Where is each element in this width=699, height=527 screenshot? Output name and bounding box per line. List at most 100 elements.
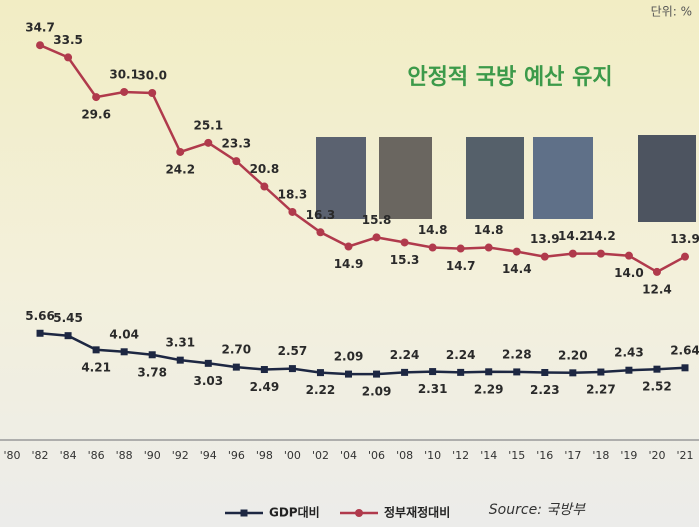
point — [652, 267, 661, 276]
legend-label: GDP대비 — [269, 505, 320, 520]
x-tick-label: '82 — [32, 449, 49, 462]
data-label: 2.29 — [474, 382, 504, 396]
x-tick-label: '02 — [312, 449, 329, 462]
point — [569, 369, 577, 377]
point — [120, 348, 128, 356]
source: Source: 국방부 — [489, 502, 586, 518]
photo — [466, 137, 524, 219]
point — [512, 247, 521, 256]
point — [148, 351, 156, 359]
point — [513, 368, 521, 376]
point — [568, 249, 577, 258]
legend-marker — [240, 509, 248, 517]
data-label: 14.8 — [418, 223, 448, 237]
data-label: 33.5 — [53, 33, 83, 47]
legend-marker — [355, 509, 363, 517]
point — [36, 329, 44, 337]
point — [653, 365, 661, 373]
x-tick-label: '19 — [620, 449, 637, 462]
point — [148, 89, 157, 97]
point — [372, 233, 381, 242]
data-label: 23.3 — [222, 137, 252, 151]
x-tick-label: '20 — [648, 449, 665, 462]
x-tick-label: '94 — [200, 449, 217, 462]
point — [232, 157, 241, 166]
data-label: 5.45 — [53, 311, 83, 325]
point — [345, 370, 352, 378]
point — [316, 228, 325, 237]
data-label: 34.7 — [25, 21, 55, 35]
x-tick-label: '80 — [3, 449, 20, 462]
series-line — [39, 332, 686, 376]
data-label: 14.7 — [446, 259, 476, 273]
data-label: 30.0 — [137, 69, 167, 83]
x-tick-label: '98 — [256, 449, 273, 462]
data-label: 2.70 — [222, 343, 252, 357]
data-label: 5.66 — [25, 309, 55, 323]
photos — [316, 135, 696, 222]
data-label: 2.20 — [558, 348, 588, 362]
data-label: 2.31 — [418, 382, 448, 396]
chart-title: 안정적 국방 예산 유지 — [407, 65, 612, 90]
unit-note: 단위: % — [651, 5, 692, 19]
data-label: 2.22 — [306, 383, 336, 397]
x-tick-label: '15 — [508, 449, 525, 462]
data-label: 13.9 — [670, 232, 699, 246]
data-label: 2.57 — [278, 344, 308, 358]
data-label: 24.2 — [165, 162, 195, 176]
point — [457, 368, 465, 376]
data-label: 2.64 — [670, 343, 699, 357]
point — [260, 366, 268, 374]
data-label: 20.8 — [250, 162, 280, 176]
data-label: 29.6 — [81, 108, 111, 122]
x-tick-label: '18 — [592, 449, 609, 462]
photo — [533, 137, 593, 219]
x-tick-label: '04 — [340, 449, 357, 462]
data-label: 16.3 — [306, 208, 336, 222]
point — [401, 368, 409, 376]
data-label: 14.9 — [334, 257, 364, 271]
x-tick-label: '06 — [368, 449, 385, 462]
data-label: 18.3 — [278, 187, 308, 201]
data-label: 2.23 — [530, 383, 560, 397]
photo — [316, 137, 366, 219]
x-tick-label: '12 — [452, 449, 469, 462]
point — [624, 251, 633, 260]
point — [64, 332, 72, 340]
data-label: 2.09 — [334, 350, 364, 364]
x-tick-label: '10 — [424, 449, 441, 462]
point — [288, 365, 296, 373]
data-label: 30.1 — [109, 67, 139, 81]
data-label: 2.24 — [446, 348, 476, 362]
data-label: 12.4 — [642, 282, 672, 296]
point — [400, 238, 409, 247]
point — [232, 363, 240, 371]
point — [36, 41, 45, 50]
point — [597, 368, 605, 376]
x-tick-label: '21 — [676, 449, 693, 462]
data-label: 14.4 — [502, 262, 532, 276]
point — [92, 346, 100, 354]
data-label: 2.49 — [250, 380, 280, 394]
data-label: 2.09 — [362, 385, 392, 399]
data-label: 25.1 — [193, 118, 223, 132]
point — [288, 207, 297, 216]
point — [681, 252, 689, 261]
x-tick-label: '88 — [116, 449, 133, 462]
point — [540, 252, 549, 261]
point — [344, 242, 353, 251]
data-label: 2.43 — [614, 346, 644, 360]
data-label: 3.03 — [193, 374, 223, 388]
x-tick-label: '92 — [172, 449, 189, 462]
point — [429, 368, 437, 376]
x-tick-label: '96 — [228, 449, 245, 462]
data-label: 2.27 — [586, 383, 616, 397]
data-label: 14.2 — [586, 229, 616, 243]
x-tick-label: '00 — [284, 449, 301, 462]
point — [64, 53, 73, 62]
data-label: 4.21 — [81, 360, 111, 374]
photo — [379, 137, 432, 219]
point — [260, 182, 269, 191]
data-label: 2.24 — [390, 348, 420, 362]
